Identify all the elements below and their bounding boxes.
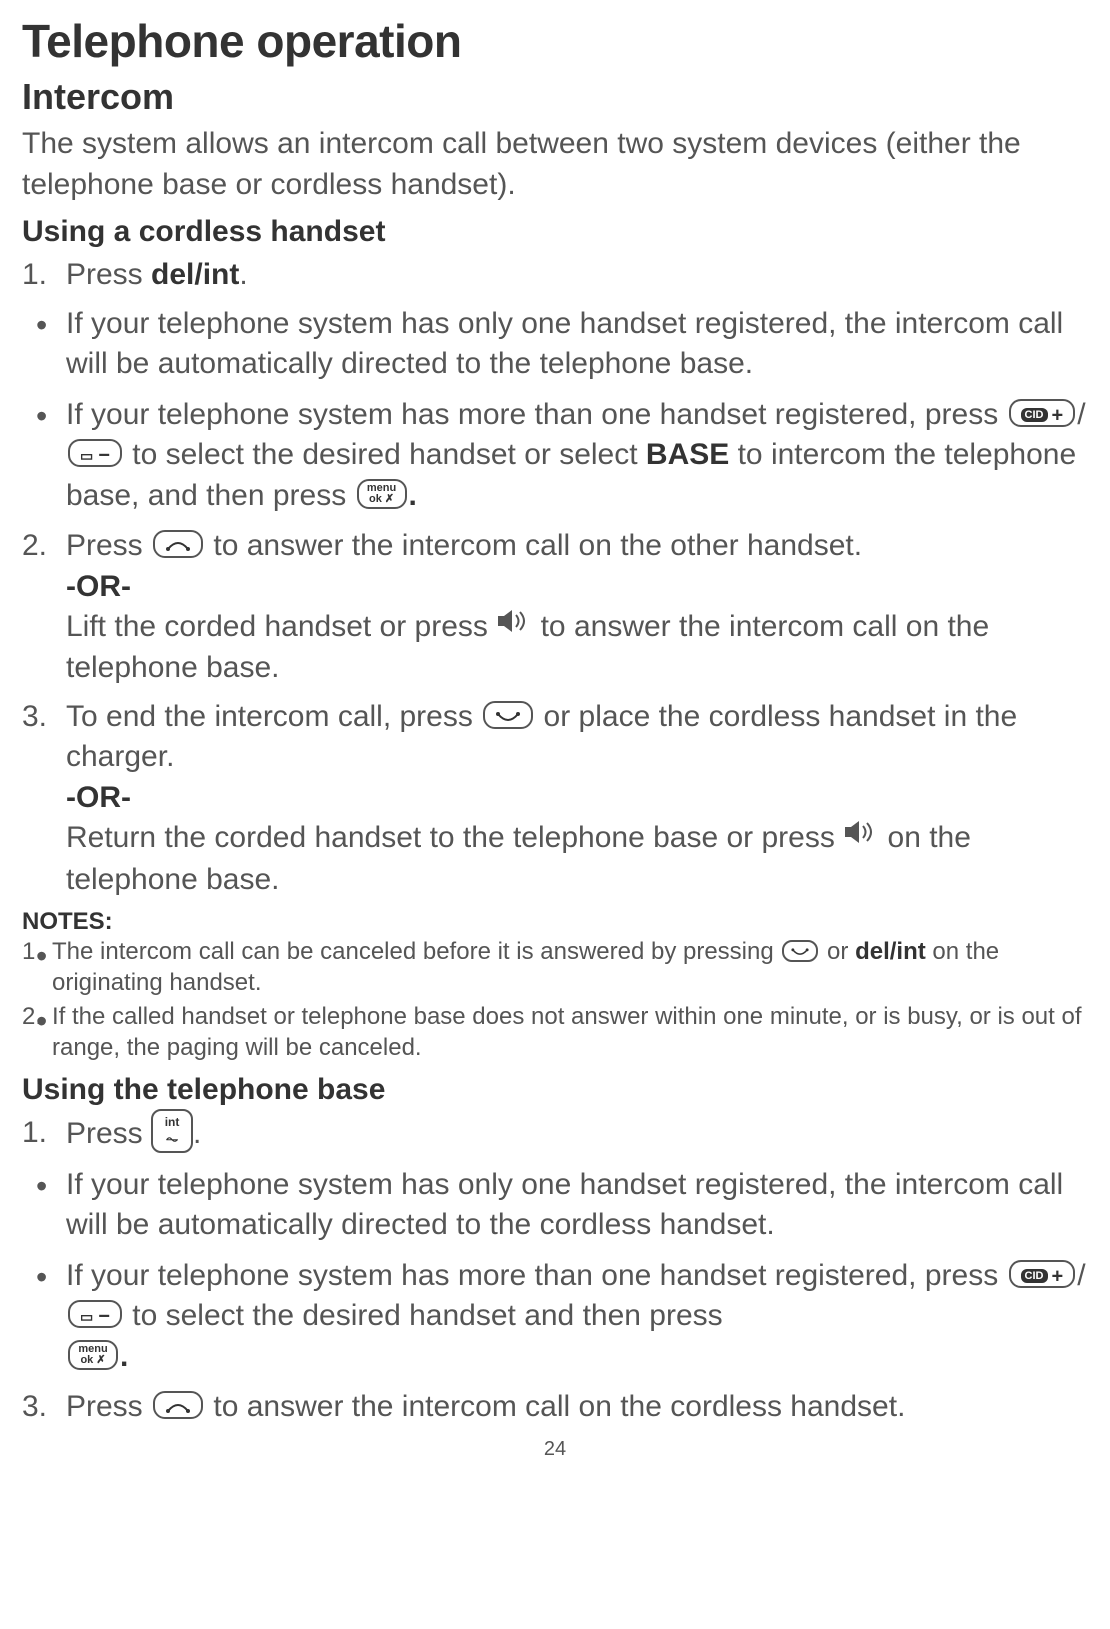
handset-bullets: If your telephone system has only one ha… xyxy=(22,304,1088,517)
step-2: 2. Press to answer the intercom call on … xyxy=(22,526,1088,689)
base-step-3: 3. Press to answer the intercom call on … xyxy=(22,1387,1088,1428)
cid-plus-key-icon: CID+ xyxy=(1009,1260,1076,1288)
bullet-item: If your telephone system has more than o… xyxy=(22,1256,1088,1378)
call-key-icon xyxy=(153,1391,203,1419)
base-step-1: 1. Press int⏦. xyxy=(22,1113,1088,1157)
dir-minus-key-icon: ▭ − xyxy=(68,1300,122,1328)
speaker-icon xyxy=(496,606,532,647)
base-label: BASE xyxy=(646,438,729,471)
step-number: 2. xyxy=(22,526,47,567)
note-number: 1 xyxy=(22,936,35,967)
bullet-item: If your telephone system has more than o… xyxy=(22,395,1088,517)
bullet-item: If your telephone system has only one ha… xyxy=(22,304,1088,385)
menu-ok-key-icon: menuok ✗ xyxy=(68,1340,118,1370)
step-1: 1. Press del/int. xyxy=(22,255,1088,296)
base-steps-cont: 3. Press to answer the intercom call on … xyxy=(22,1387,1088,1428)
or-label: -OR- xyxy=(66,567,1088,608)
call-key-icon xyxy=(153,530,203,558)
intro-text: The system allows an intercom call betwe… xyxy=(22,124,1088,205)
hangup-key-icon xyxy=(483,701,533,729)
note-number: 2. xyxy=(22,1001,42,1032)
notes-heading: NOTES: xyxy=(22,908,1088,936)
handset-steps-cont: 2. Press to answer the intercom call on … xyxy=(22,526,1088,900)
subheading-base: Using the telephone base xyxy=(22,1073,1088,1107)
del-int-label: del/int xyxy=(855,938,926,965)
base-steps: 1. Press int⏦. xyxy=(22,1113,1088,1157)
dir-minus-key-icon: ▭ − xyxy=(68,439,122,467)
note-item: 2. If the called handset or telephone ba… xyxy=(22,1001,1088,1063)
step-text: Press del/int. xyxy=(66,258,248,291)
menu-ok-key-icon: menuok ✗ xyxy=(357,479,407,509)
int-key-icon: int⏦ xyxy=(151,1109,193,1153)
base-bullets: If your telephone system has only one ha… xyxy=(22,1165,1088,1378)
step-3: 3. To end the intercom call, press or pl… xyxy=(22,697,1088,900)
or-label: -OR- xyxy=(66,778,1088,819)
hangup-key-icon xyxy=(782,940,818,962)
section-heading: Intercom xyxy=(22,76,1088,118)
speaker-icon xyxy=(843,817,879,858)
page-title: Telephone operation xyxy=(22,14,1088,68)
note-item: 1 The intercom call can be canceled befo… xyxy=(22,936,1088,998)
step-number: 3. xyxy=(22,1387,47,1428)
del-int-label: del/int xyxy=(151,258,239,291)
step-number: 3. xyxy=(22,697,47,738)
page-number: 24 xyxy=(22,1438,1088,1461)
notes-list: 1 The intercom call can be canceled befo… xyxy=(22,936,1088,1063)
step-number: 1. xyxy=(22,1113,47,1154)
subheading-handset: Using a cordless handset xyxy=(22,215,1088,249)
bullet-item: If your telephone system has only one ha… xyxy=(22,1165,1088,1246)
step-number: 1. xyxy=(22,255,47,296)
page-root: Telephone operation Intercom The system … xyxy=(0,0,1110,1471)
cid-plus-key-icon: CID+ xyxy=(1009,399,1076,427)
handset-steps: 1. Press del/int. xyxy=(22,255,1088,296)
